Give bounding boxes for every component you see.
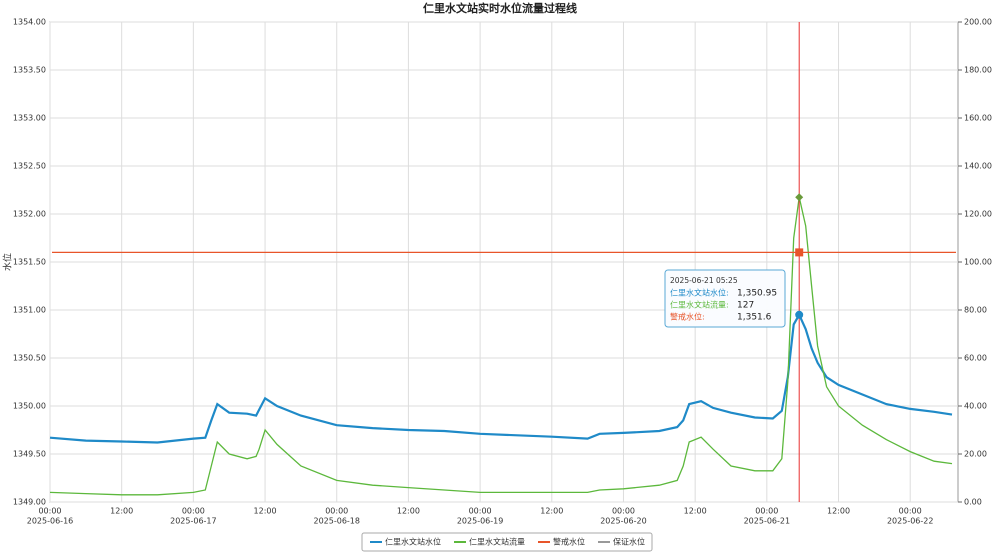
tooltip-value: 1,351.6 (737, 313, 772, 323)
tooltip-name: 警戒水位: (670, 312, 705, 322)
y2-tick-label: 200.00 (964, 18, 992, 27)
tooltip-name: 仁里水文站水位: (670, 288, 729, 298)
y-tick-label: 1353.00 (13, 114, 46, 123)
chart-title: 仁里水文站实时水位流量过程线 (423, 1, 577, 15)
y-axis-label: 水位 (2, 253, 14, 271)
y2-tick-label: 140.00 (964, 162, 992, 171)
x-date-label: 2025-06-18 (313, 517, 360, 526)
legend-label: 警戒水位 (553, 537, 585, 547)
x-tick-label: 00:00 (755, 507, 778, 516)
y-tick-label: 1352.00 (13, 210, 46, 219)
y2-tick-label: 80.00 (964, 306, 987, 315)
x-tick-label: 12:00 (397, 507, 420, 516)
y2-tick-label: 120.00 (964, 210, 992, 219)
x-tick-label: 00:00 (899, 507, 922, 516)
legend: 仁里水文站水位 仁里水文站流量 警戒水位 保证水位 (361, 532, 653, 552)
y-tick-label: 1350.00 (13, 402, 46, 411)
y2-tick-label: 60.00 (964, 354, 987, 363)
y2-tick-label: 0.00 (964, 498, 982, 507)
x-date-label: 2025-06-19 (457, 517, 504, 526)
legend-label: 保证水位 (613, 537, 645, 547)
tooltip-value: 1,350.95 (737, 289, 777, 299)
series-line (49, 312, 953, 444)
x-tick-label: 00:00 (612, 507, 635, 516)
y-tick-label: 1350.50 (13, 354, 46, 363)
x-tick-label: 12:00 (827, 507, 850, 516)
x-tick-label: 00:00 (182, 507, 205, 516)
x-date-label: 2025-06-22 (887, 517, 934, 526)
x-tick-label: 12:00 (684, 507, 707, 516)
hover-point (795, 310, 804, 319)
x-tick-label: 12:00 (110, 507, 133, 516)
hover-point (795, 248, 804, 257)
y-tick-label: 1353.50 (13, 66, 46, 75)
x-date-label: 2025-06-20 (600, 517, 647, 526)
y2-tick-label: 20.00 (964, 450, 987, 459)
tooltip-box (664, 269, 786, 328)
x-date-label: 2025-06-21 (744, 517, 791, 526)
x-tick-label: 00:00 (38, 507, 61, 516)
y-tick-label: 1349.00 (13, 498, 46, 507)
x-tick-label: 00:00 (469, 507, 492, 516)
x-tick-label: 12:00 (540, 507, 563, 516)
x-tick-label: 00:00 (325, 507, 348, 516)
legend-label: 仁里水文站水位 (385, 537, 441, 547)
y2-tick-label: 160.00 (964, 114, 992, 123)
legend-label: 仁里水文站流量 (469, 537, 525, 547)
x-date-label: 2025-06-16 (27, 517, 74, 526)
legend-box (361, 532, 653, 552)
y2-tick-label: 180.00 (964, 66, 992, 75)
y-tick-label: 1354.00 (13, 18, 46, 27)
x-date-label: 2025-06-17 (170, 517, 217, 526)
y2-tick-label: 40.00 (964, 402, 987, 411)
y-tick-label: 1349.50 (13, 450, 46, 459)
y-tick-label: 1352.50 (13, 162, 46, 171)
y2-tick-label: 100.00 (964, 258, 992, 267)
hover-point (795, 193, 804, 202)
tooltip-value: 127 (737, 301, 754, 311)
x-tick-label: 12:00 (254, 507, 277, 516)
series-line (49, 197, 953, 496)
tooltip-name: 仁里水文站流量: (670, 300, 729, 310)
tooltip-title: 2025-06-21 05:25 (670, 276, 738, 285)
y-tick-label: 1351.00 (13, 306, 46, 315)
y-tick-label: 1351.50 (13, 258, 46, 267)
